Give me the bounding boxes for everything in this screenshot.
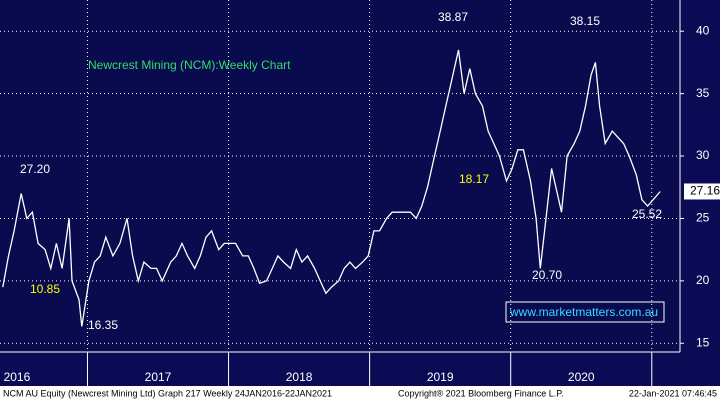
website-box	[505, 301, 665, 323]
annotation: 38.87	[438, 10, 468, 24]
annotation: 20.70	[532, 268, 562, 282]
x-tick-label: 2016	[4, 370, 31, 384]
last-price-label: 27.16	[690, 184, 720, 198]
y-tick-label: 20	[696, 273, 710, 287]
last-price-box	[684, 183, 720, 200]
y-tick-label: 40	[696, 23, 710, 37]
footer-left: NCM AU Equity (Newcrest Mining Ltd) Grap…	[3, 388, 332, 398]
annotation: 10.85	[30, 282, 60, 296]
annotation: 18.17	[459, 172, 489, 186]
x-tick-label: 2018	[286, 370, 313, 384]
x-tick-label: 2017	[145, 370, 172, 384]
y-tick-label: 35	[696, 86, 710, 100]
plot-area	[0, 0, 680, 352]
chart-title: Newcrest Mining (NCM):Weekly Chart	[88, 58, 291, 72]
annotation: 16.35	[88, 318, 118, 332]
annotation: 25.52	[632, 207, 662, 221]
annotation: 27.20	[20, 162, 50, 176]
annotation: 38.15	[570, 14, 600, 28]
price-line	[2, 49, 661, 327]
x-tick-label: 2020	[568, 370, 595, 384]
y-tick-label: 25	[696, 211, 710, 225]
y-tick-label: 15	[696, 335, 710, 349]
x-tick-label: 2019	[427, 370, 454, 384]
footer-center: Copyright® 2021 Bloomberg Finance L.P.	[398, 388, 564, 398]
y-tick-label: 30	[696, 148, 710, 162]
website: www.marketmatters.com.au	[509, 305, 658, 319]
footer-bar	[0, 386, 720, 401]
footer-right: 22-Jan-2021 07:46:45	[629, 388, 717, 398]
